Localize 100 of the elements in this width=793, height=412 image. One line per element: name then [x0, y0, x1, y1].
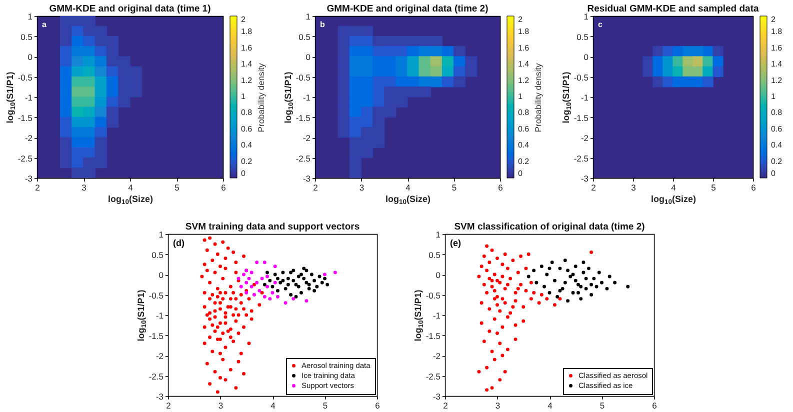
- point: [242, 272, 246, 276]
- y-tick-label: -1.5: [426, 330, 441, 341]
- y-tick-label: 1: [28, 12, 33, 22]
- point: [594, 284, 598, 288]
- color-bar-label: 1: [518, 92, 523, 101]
- point: [281, 278, 285, 282]
- x-tick-label: 4: [548, 400, 553, 410]
- y-tick-label: 0.5: [428, 250, 441, 260]
- point: [682, 56, 694, 67]
- point: [302, 276, 306, 280]
- color-bar-label: 1.2: [771, 76, 783, 85]
- point: [266, 284, 270, 288]
- color-bar-label: 0.4: [771, 140, 783, 150]
- point: [310, 272, 314, 276]
- point: [548, 290, 552, 294]
- y-tick-label: -1: [302, 92, 311, 102]
- y-tick-label: -1: [432, 310, 441, 320]
- point: [712, 66, 724, 78]
- point: [270, 284, 274, 288]
- x-axis-title: log$_{10}$(Size): [650, 194, 696, 206]
- point: [276, 295, 280, 299]
- point: [605, 286, 609, 290]
- point: [312, 288, 316, 292]
- point: [302, 266, 306, 270]
- point: [592, 276, 596, 280]
- point: [571, 290, 575, 294]
- color-bar-label: 0.4: [241, 140, 253, 150]
- point: [268, 278, 272, 282]
- point: [286, 276, 290, 280]
- x-tick-label: 2: [591, 182, 596, 192]
- point: [712, 46, 724, 57]
- x-tick-label: 3: [631, 182, 636, 192]
- point: [590, 293, 594, 296]
- x-tick-label: 4: [128, 182, 134, 192]
- x-tick-label: 2: [443, 400, 448, 410]
- y-tick-label: 0.5: [576, 32, 589, 42]
- x-tick-label: 4: [406, 182, 411, 192]
- point: [284, 301, 288, 305]
- point: [550, 260, 554, 264]
- point: [326, 282, 330, 286]
- point: [262, 260, 266, 264]
- color-bar-label: 1: [771, 92, 776, 101]
- point: [323, 276, 326, 280]
- y-tick-label: -2: [24, 133, 33, 143]
- color-bar-label: 0.8: [771, 108, 783, 118]
- y-tick-label: 0: [158, 270, 164, 280]
- y-tick-label: -2.5: [574, 153, 589, 164]
- point: [579, 284, 583, 288]
- point: [255, 260, 259, 264]
- point: [294, 295, 298, 299]
- annotation: (d): [173, 238, 184, 248]
- color-bar-label: 1.6: [518, 43, 530, 52]
- y-tick-label: -3: [24, 174, 33, 184]
- point: [586, 266, 590, 270]
- point: [566, 268, 570, 272]
- point: [608, 274, 612, 278]
- y-tick-label: -0.5: [426, 290, 441, 300]
- x-tick-label: 3: [218, 400, 224, 410]
- color-bar-label: 1: [241, 92, 246, 101]
- point: [268, 297, 272, 301]
- y-tick-label: -3: [302, 174, 311, 184]
- color-bar-label: 2: [241, 15, 246, 24]
- color-bar-label: 1.4: [518, 60, 530, 69]
- color-bar-label: 0.6: [518, 124, 530, 134]
- y-tick-label: 0: [584, 52, 589, 62]
- y-tick-label: -2: [580, 133, 589, 143]
- y-tick-label: 1: [584, 12, 589, 22]
- y-tick-label: 1: [436, 230, 441, 240]
- color-bar-label: 1.6: [771, 43, 783, 52]
- point: [563, 280, 567, 284]
- y-tick-label: -0.5: [18, 72, 33, 82]
- color-bar-label: 2: [518, 15, 523, 24]
- point: [556, 295, 560, 299]
- point: [642, 66, 654, 78]
- y-tick-label: -2: [432, 351, 441, 361]
- point: [682, 76, 694, 88]
- y-tick-label: -1.5: [296, 112, 311, 123]
- point: [642, 56, 654, 67]
- annotation: c: [598, 20, 603, 29]
- chart-title: GMM-KDE and original data (time 2): [326, 4, 488, 14]
- y-tick-label: -0.5: [296, 72, 311, 82]
- color-bar-label: 0.8: [241, 108, 253, 118]
- y-tick-label: -0.5: [148, 290, 164, 300]
- point: [566, 299, 570, 303]
- point: [590, 282, 594, 286]
- point: [532, 268, 536, 272]
- x-tick-label: 6: [652, 400, 658, 410]
- point: [304, 268, 308, 272]
- x-tick-label: 6: [375, 400, 380, 410]
- point: [552, 278, 556, 282]
- point: [296, 274, 300, 278]
- color-bar-label: 0: [518, 169, 523, 178]
- point: [281, 270, 285, 274]
- point: [563, 258, 567, 262]
- point: [255, 280, 259, 284]
- y-tick-label: -2: [302, 133, 311, 143]
- point: [304, 299, 308, 303]
- point: [702, 56, 714, 67]
- point: [244, 280, 248, 284]
- y-tick-label: -3: [580, 174, 589, 184]
